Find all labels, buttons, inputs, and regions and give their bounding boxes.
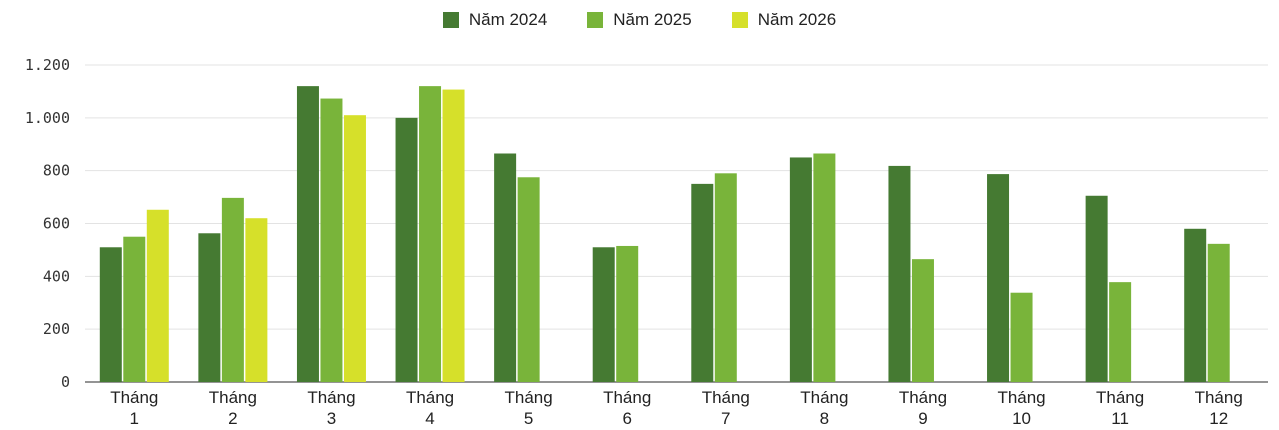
x-tick-label: Tháng 4 [406, 388, 454, 428]
bar [395, 117, 418, 382]
y-tick-label: 200 [43, 320, 70, 338]
bar [1085, 195, 1108, 382]
bar [245, 218, 268, 382]
bar [691, 183, 714, 382]
y-tick-label: 1.000 [25, 109, 70, 127]
x-tick-label: Tháng 7 [702, 388, 750, 428]
x-tick-label: Tháng 1 [110, 388, 158, 428]
bar [1010, 292, 1033, 382]
x-tick-label: Tháng 11 [1096, 388, 1144, 428]
legend-item-2024: Năm 2024 [442, 10, 548, 30]
bar [789, 157, 812, 382]
legend-swatch-2025 [587, 12, 604, 28]
bar [320, 98, 343, 382]
x-tick-label: Tháng 10 [997, 388, 1045, 428]
x-tick-label: Tháng 9 [899, 388, 947, 428]
x-tick-label: Tháng 3 [307, 388, 355, 428]
bar [221, 197, 244, 382]
legend-swatch-2024 [442, 12, 459, 28]
x-tick-label: Tháng 6 [603, 388, 651, 428]
bar [616, 245, 639, 382]
x-tick-label: Tháng 2 [209, 388, 257, 428]
legend-item-2025: Năm 2025 [587, 10, 692, 30]
bar [442, 89, 465, 382]
x-axis-ticks: Tháng 1 Tháng 2 Tháng 3 Tháng 4 Tháng 5 Tháng 6 Thán… [110, 388, 1243, 428]
bar [419, 86, 442, 382]
bar [296, 86, 319, 382]
bar [494, 153, 517, 382]
bar [1207, 243, 1230, 382]
bar [987, 174, 1010, 382]
gridlines [85, 64, 1268, 383]
bar [146, 209, 169, 382]
y-tick-label: 400 [43, 267, 70, 285]
x-tick-label: Tháng 12 [1195, 388, 1243, 428]
legend-label-2024: Năm 2024 [468, 10, 548, 29]
y-tick-label: 1.200 [25, 56, 70, 74]
bar [714, 173, 737, 382]
bar [1109, 282, 1132, 382]
y-tick-label: 600 [43, 215, 70, 233]
legend-item-2026: Năm 2026 [731, 10, 837, 30]
y-tick-label: 800 [43, 162, 70, 180]
bar [1184, 228, 1207, 382]
y-axis-ticks: 0 200 400 600 800 1.000 1.200 [25, 56, 70, 391]
x-tick-label: Tháng 8 [800, 388, 848, 428]
bar [343, 115, 366, 383]
bar [813, 153, 836, 382]
legend-swatch-2026 [731, 12, 748, 28]
bar [911, 259, 934, 382]
bar [592, 247, 615, 382]
bar [99, 247, 122, 382]
bar [198, 233, 221, 382]
y-tick-label: 0 [61, 373, 70, 391]
bar [123, 236, 146, 382]
bars [99, 86, 1230, 383]
legend-label-2026: Năm 2026 [757, 10, 837, 29]
x-tick-label: Tháng 5 [505, 388, 553, 428]
bar [517, 177, 540, 382]
legend-label-2025: Năm 2025 [613, 10, 692, 29]
chart-legend: Năm 2024 Năm 2025 Năm 2026 [0, 10, 1279, 30]
bar [888, 165, 911, 382]
